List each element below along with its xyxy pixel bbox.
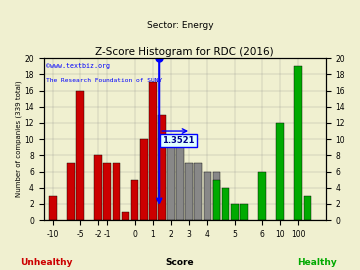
Bar <box>140 139 148 220</box>
Bar <box>158 115 166 220</box>
Text: Healthy: Healthy <box>297 258 337 266</box>
Bar <box>103 163 111 220</box>
Text: Sector: Energy: Sector: Energy <box>147 21 213 30</box>
Bar <box>76 90 84 220</box>
Bar <box>131 180 139 220</box>
Bar <box>122 212 129 220</box>
Bar <box>185 163 193 220</box>
Bar <box>167 147 175 220</box>
Bar <box>213 180 220 220</box>
Text: Score: Score <box>166 258 194 266</box>
Bar <box>113 163 120 220</box>
Bar <box>149 82 157 220</box>
Y-axis label: Number of companies (339 total): Number of companies (339 total) <box>15 81 22 197</box>
Bar <box>303 196 311 220</box>
Bar <box>294 66 302 220</box>
Bar <box>213 171 220 220</box>
Bar <box>222 188 229 220</box>
Bar <box>231 204 239 220</box>
Text: Unhealthy: Unhealthy <box>21 258 73 266</box>
Text: ©www.textbiz.org: ©www.textbiz.org <box>46 63 111 69</box>
Title: Z-Score Histogram for RDC (2016): Z-Score Histogram for RDC (2016) <box>95 48 274 58</box>
Bar <box>240 204 248 220</box>
Bar <box>94 155 102 220</box>
Text: 1.3521: 1.3521 <box>162 136 194 145</box>
Text: The Research Foundation of SUNY: The Research Foundation of SUNY <box>46 77 163 83</box>
Bar <box>194 163 202 220</box>
Bar <box>67 163 75 220</box>
Bar <box>258 171 266 220</box>
Bar <box>49 196 57 220</box>
Bar <box>203 171 211 220</box>
Bar <box>176 147 184 220</box>
Bar <box>276 123 284 220</box>
